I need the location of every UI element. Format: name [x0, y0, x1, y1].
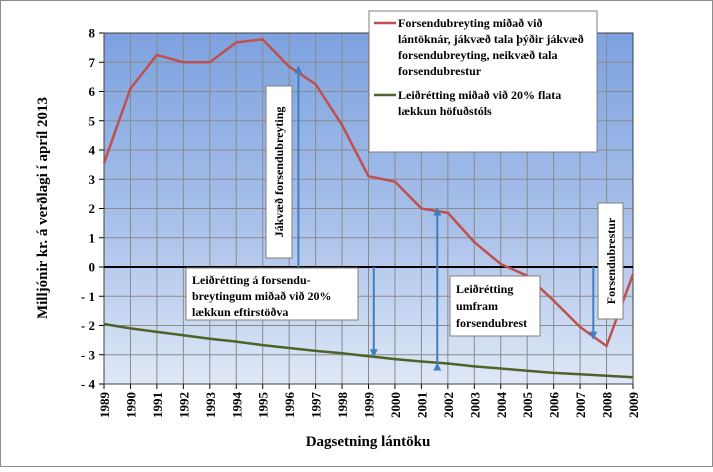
x-tick-label: 2009: [626, 392, 641, 419]
x-tick-label: 2008: [600, 392, 615, 419]
series-line-1: [102, 38, 635, 348]
annotation-box-4: [597, 202, 624, 320]
x-tick-label: 1995: [256, 392, 271, 419]
y-tick-label: 7: [89, 55, 96, 70]
x-tick-label: 1992: [176, 392, 191, 418]
x-axis-title: Dagsetning lántöku: [306, 434, 431, 450]
x-tick-label: 2001: [414, 392, 429, 418]
x-tick-label: 2000: [388, 392, 403, 418]
annotation-box-1: [265, 85, 293, 259]
annotations: Jákvæð forsendubreyting Leiðrétting á for…: [185, 65, 624, 371]
legend-box: [368, 10, 598, 153]
annotation-box-3: [449, 275, 541, 337]
y-tick-label: 4: [89, 143, 96, 158]
x-tick-label: 1993: [203, 392, 218, 419]
y-axis-title: Milljónir kr. á verðlagi í apríl 2013: [35, 97, 51, 319]
x-tick-label: 2007: [573, 392, 588, 419]
y-tick-label: 0: [89, 260, 96, 275]
y-tick-label: - 2: [81, 318, 95, 333]
y-tick-label: 1: [89, 230, 96, 245]
series-layer: [102, 38, 635, 379]
x-tick-label: 1991: [150, 392, 165, 418]
y-tick-label: 8: [89, 26, 96, 41]
annotation-text-1: Jákvæð forsendubreyting: [272, 107, 286, 238]
y-tick-label: 5: [89, 113, 96, 128]
y-tick-label: - 3: [81, 347, 96, 362]
annotation-text-3: Leiðrétting umfram forsendubrest: [456, 282, 527, 330]
y-tick-label: 2: [89, 201, 96, 216]
legend-label-2: Leiðrétting miðað við 20% flata lækkun hö…: [398, 88, 561, 118]
annotation-box-2: [185, 267, 359, 321]
y-tick-label: 3: [89, 172, 96, 187]
x-tick-label: 2006: [547, 392, 562, 419]
x-tick-label: 2004: [494, 392, 509, 419]
x-tick-label: 1994: [229, 392, 244, 419]
axes: - 4 - 3 - 2 - 1 0 1 2 3 4 5 6 7 8 1989 1990 1991 1992 199…: [81, 26, 641, 419]
x-tick-label: 1999: [362, 392, 377, 419]
x-tick-label: 2002: [441, 392, 456, 418]
x-tick-label: 1997: [309, 392, 324, 419]
y-tick-label: - 1: [81, 289, 95, 304]
x-tick-label: 2003: [467, 392, 482, 419]
x-tick-label: 1990: [123, 392, 138, 418]
legend: Forsendubreyting miðað við lántöknár, ják…: [368, 10, 598, 153]
annotation-text-4: Forsendubrestur: [604, 217, 618, 304]
x-tick-label: 2005: [520, 392, 535, 419]
legend-label-1: Forsendubreyting miðað við lántöknár, ják…: [398, 16, 584, 78]
y-tick-label: - 4: [81, 377, 96, 392]
x-tick-label: 1996: [282, 392, 297, 419]
y-tick-label: 6: [89, 84, 96, 99]
series-line-2: [103, 322, 634, 379]
annotation-text-2: Leiðrétting á forsendu-breytingum miðað …: [192, 273, 331, 319]
x-tick-label: 1998: [335, 392, 350, 419]
x-tick-label: 1989: [97, 392, 112, 419]
